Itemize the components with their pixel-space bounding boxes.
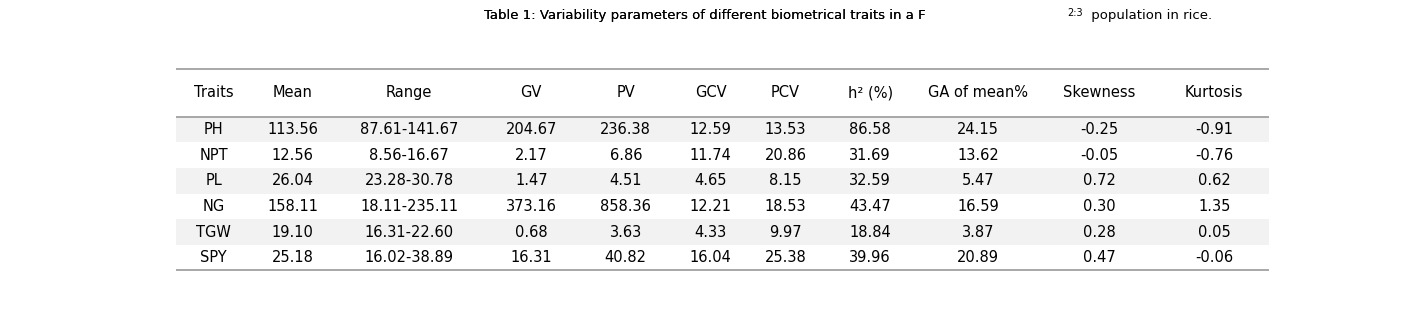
Text: Range: Range	[386, 85, 433, 100]
Text: 4.33: 4.33	[694, 225, 726, 240]
Text: TGW: TGW	[196, 225, 231, 240]
Text: 4.51: 4.51	[609, 173, 642, 188]
Text: 16.02-38.89: 16.02-38.89	[365, 250, 454, 265]
Text: 8.56-16.67: 8.56-16.67	[369, 148, 448, 163]
FancyBboxPatch shape	[176, 219, 1269, 245]
Text: SPY: SPY	[200, 250, 227, 265]
Text: PCV: PCV	[771, 85, 799, 100]
Text: 25.18: 25.18	[272, 250, 313, 265]
Text: 16.31: 16.31	[510, 250, 553, 265]
Text: 18.53: 18.53	[764, 199, 807, 214]
Text: 0.28: 0.28	[1083, 225, 1115, 240]
FancyBboxPatch shape	[176, 142, 1269, 168]
Text: 12.56: 12.56	[272, 148, 313, 163]
Text: 2:3: 2:3	[1067, 8, 1083, 18]
Text: 0.72: 0.72	[1083, 173, 1115, 188]
Text: 19.10: 19.10	[272, 225, 313, 240]
Text: 18.11-235.11: 18.11-235.11	[360, 199, 458, 214]
Text: PH: PH	[204, 122, 224, 137]
Text: 23.28-30.78: 23.28-30.78	[365, 173, 454, 188]
Text: -0.76: -0.76	[1196, 148, 1234, 163]
Text: 6.86: 6.86	[609, 148, 642, 163]
Text: 1.35: 1.35	[1198, 199, 1231, 214]
Text: 16.31-22.60: 16.31-22.60	[365, 225, 454, 240]
Text: Table 1: Variability parameters of different biometrical traits in a F: Table 1: Variability parameters of diffe…	[484, 9, 926, 22]
FancyBboxPatch shape	[176, 117, 1269, 142]
Text: -0.06: -0.06	[1196, 250, 1234, 265]
Text: 43.47: 43.47	[849, 199, 891, 214]
Text: Traits: Traits	[195, 85, 234, 100]
Text: 12.21: 12.21	[689, 199, 732, 214]
Text: 0.62: 0.62	[1198, 173, 1231, 188]
Text: 0.47: 0.47	[1083, 250, 1115, 265]
Text: Kurtosis: Kurtosis	[1184, 85, 1244, 100]
Text: 0.30: 0.30	[1083, 199, 1115, 214]
Text: population in rice.: population in rice.	[1087, 9, 1213, 22]
Text: GCV: GCV	[695, 85, 726, 100]
Text: 0.68: 0.68	[515, 225, 547, 240]
Text: NPT: NPT	[199, 148, 228, 163]
Text: 11.74: 11.74	[689, 148, 732, 163]
Text: GV: GV	[520, 85, 541, 100]
Text: Skewness: Skewness	[1063, 85, 1135, 100]
Text: -0.91: -0.91	[1196, 122, 1234, 137]
Text: 32.59: 32.59	[849, 173, 891, 188]
Text: 3.63: 3.63	[609, 225, 642, 240]
Text: 40.82: 40.82	[605, 250, 647, 265]
Text: 158.11: 158.11	[266, 199, 319, 214]
Text: 5.47: 5.47	[962, 173, 994, 188]
FancyBboxPatch shape	[176, 168, 1269, 193]
Text: 18.84: 18.84	[849, 225, 891, 240]
Text: 25.38: 25.38	[764, 250, 807, 265]
Text: 20.89: 20.89	[957, 250, 998, 265]
Text: 373.16: 373.16	[506, 199, 557, 214]
Text: 2.17: 2.17	[515, 148, 547, 163]
Text: 24.15: 24.15	[957, 122, 998, 137]
Text: 26.04: 26.04	[272, 173, 313, 188]
Text: 16.04: 16.04	[689, 250, 732, 265]
Text: 20.86: 20.86	[764, 148, 807, 163]
Text: 236.38: 236.38	[601, 122, 651, 137]
Text: -0.05: -0.05	[1080, 148, 1118, 163]
Text: 9.97: 9.97	[768, 225, 802, 240]
Text: 858.36: 858.36	[601, 199, 651, 214]
Text: 1.47: 1.47	[515, 173, 547, 188]
Text: GA of mean%: GA of mean%	[928, 85, 1028, 100]
Text: 13.53: 13.53	[764, 122, 807, 137]
Text: Mean: Mean	[272, 85, 313, 100]
Text: NG: NG	[203, 199, 224, 214]
Text: 16.59: 16.59	[957, 199, 998, 214]
Text: PV: PV	[616, 85, 634, 100]
Text: 87.61-141.67: 87.61-141.67	[360, 122, 458, 137]
Text: 4.65: 4.65	[694, 173, 726, 188]
Text: -0.25: -0.25	[1080, 122, 1118, 137]
Text: 12.59: 12.59	[689, 122, 732, 137]
Text: 204.67: 204.67	[506, 122, 557, 137]
FancyBboxPatch shape	[176, 245, 1269, 271]
Text: 31.69: 31.69	[849, 148, 891, 163]
Text: 13.62: 13.62	[957, 148, 998, 163]
Text: PL: PL	[206, 173, 223, 188]
FancyBboxPatch shape	[176, 193, 1269, 219]
Text: 86.58: 86.58	[849, 122, 891, 137]
Text: h² (%): h² (%)	[847, 85, 893, 100]
Text: 39.96: 39.96	[849, 250, 891, 265]
Text: 113.56: 113.56	[268, 122, 319, 137]
Text: 8.15: 8.15	[770, 173, 802, 188]
Text: Table 1: Variability parameters of different biometrical traits in a F: Table 1: Variability parameters of diffe…	[484, 9, 926, 22]
Text: 3.87: 3.87	[962, 225, 994, 240]
Text: 0.05: 0.05	[1198, 225, 1231, 240]
